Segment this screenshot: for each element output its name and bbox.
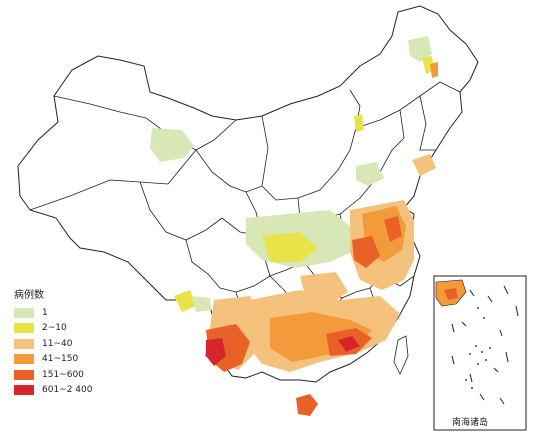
- legend-label: 11~40: [42, 338, 73, 349]
- legend-label: 1: [42, 307, 48, 318]
- area-east-coast-red: [352, 236, 380, 268]
- area-central-south-orange: [300, 272, 348, 304]
- legend-item: 41~150: [14, 353, 134, 366]
- legend-item: 151~600: [14, 368, 134, 381]
- legend-items: 1 2~10 11~40 41~150 151~600 601~2 400: [14, 306, 134, 397]
- area-hainan: [296, 394, 318, 416]
- area-tibet-patch: [174, 290, 196, 312]
- legend-item: 11~40: [14, 337, 134, 350]
- area-liaoning-patch: [412, 154, 436, 176]
- legend-label: 151~600: [42, 369, 84, 380]
- case-areas: [150, 36, 438, 416]
- area-taiwan: [393, 335, 409, 375]
- legend-swatch: [14, 385, 34, 395]
- area-xinjiang-patch: [150, 128, 194, 162]
- legend-title: 病例数: [14, 290, 44, 301]
- area-beijing-patch: [356, 162, 384, 186]
- legend-swatch: [14, 354, 34, 364]
- south-china-sea-inset: [433, 275, 527, 431]
- inset-label: 南海诸岛: [452, 418, 489, 428]
- legend-swatch: [14, 307, 34, 318]
- area-central-yellow: [262, 232, 318, 262]
- legend-swatch: [14, 323, 34, 333]
- area-inner-mongolia-patch: [354, 114, 364, 132]
- legend-label: 2~10: [42, 323, 67, 333]
- legend-swatch: [14, 369, 34, 380]
- area-guangdong-deep: [338, 336, 360, 352]
- legend-label: 41~150: [42, 354, 79, 364]
- legend-label: 601~2 400: [42, 385, 93, 395]
- area-northeast-hotspot-2: [430, 62, 438, 78]
- area-tibet-patch-2: [192, 296, 212, 312]
- area-northeast-patch: [408, 36, 432, 62]
- legend-swatch: [14, 338, 34, 349]
- legend-item: 1: [14, 306, 134, 319]
- legend-item: 2~10: [14, 322, 134, 335]
- area-east-coast-red-2: [384, 216, 402, 242]
- legend-item: 601~2 400: [14, 384, 134, 397]
- area-yunnan-deep: [206, 338, 226, 366]
- legend: 病例数 1 2~10 11~40 41~150 151~600 601~2 400: [14, 286, 134, 399]
